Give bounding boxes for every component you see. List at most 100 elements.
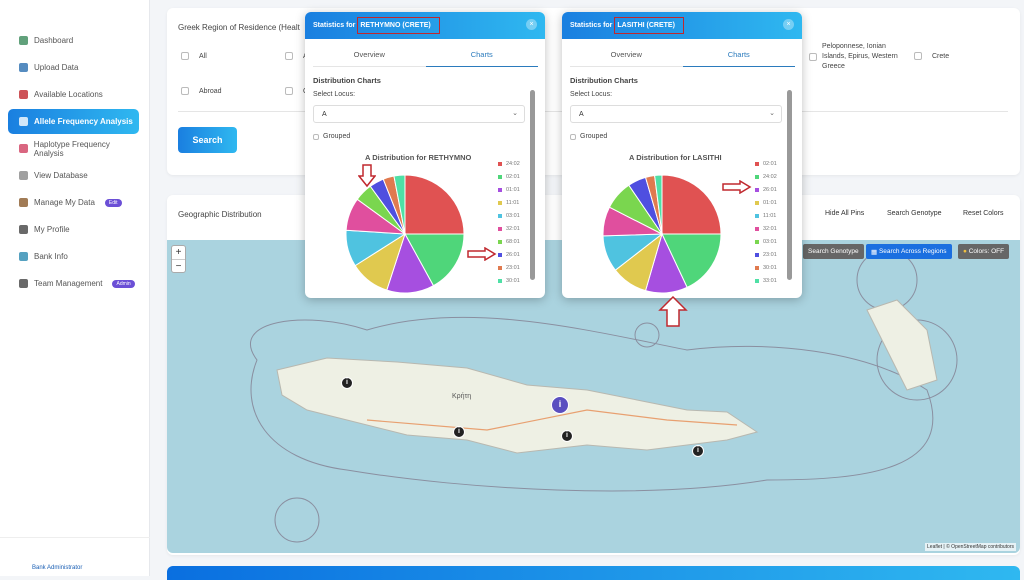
legend-item[interactable]: 03:01 <box>498 209 520 222</box>
tab-charts[interactable]: Charts <box>425 50 538 67</box>
sidebar-item-view-database[interactable]: View Database <box>8 163 139 188</box>
section-title: Distribution Charts <box>570 76 638 85</box>
grouped-checkbox[interactable]: Grouped <box>313 133 350 140</box>
sidebar-item-bank-info[interactable]: Bank Info <box>8 244 139 269</box>
search-genotype-link[interactable]: Search Genotype <box>887 210 942 217</box>
reset-colors-button[interactable]: Reset Colors <box>963 210 1004 217</box>
legend-swatch <box>755 226 759 231</box>
pie-slice-02:01[interactable] <box>661 174 722 235</box>
checkbox-all[interactable]: All <box>181 52 207 60</box>
locus-select[interactable]: A ⌄ <box>313 105 525 123</box>
sidebar-item-manage-my-data[interactable]: Manage My Data Edit <box>8 190 139 215</box>
checkbox-abroad[interactable]: Abroad <box>181 87 222 95</box>
sidebar-item-team-management[interactable]: Team Management Admin <box>8 271 139 296</box>
zoom-control: + − <box>171 245 186 273</box>
legend-swatch <box>498 187 502 192</box>
legend-item[interactable]: 26:01 <box>498 248 520 261</box>
popup-region: RETHYMNO (CRETE) <box>357 17 440 34</box>
legend-item[interactable]: 01:01 <box>755 196 777 209</box>
pie-slice-24:02[interactable] <box>404 174 465 235</box>
legend-item[interactable]: 32:01 <box>498 222 520 235</box>
team-icon <box>19 279 28 288</box>
sidebar-item-my-profile[interactable]: My Profile <box>8 217 139 242</box>
pie-slice-24:02[interactable] <box>661 233 722 289</box>
scrollbar[interactable] <box>787 90 792 280</box>
map-pin[interactable]: i <box>561 430 573 442</box>
legend-item[interactable]: 01:01 <box>498 183 520 196</box>
legend-item[interactable]: 68:01 <box>498 235 520 248</box>
legend-item[interactable]: 30:01 <box>498 274 520 287</box>
legend-swatch <box>498 226 502 231</box>
tab-overview[interactable]: Overview <box>313 50 426 67</box>
map-pin[interactable]: i <box>692 445 704 457</box>
chart-title: A Distribution for LASITHI <box>629 153 722 162</box>
map-pin[interactable]: i <box>453 426 465 438</box>
sidebar-item-available-locations[interactable]: Available Locations <box>8 82 139 107</box>
scrollbar[interactable] <box>530 90 535 280</box>
search-button[interactable]: Search <box>178 127 237 153</box>
legend-item[interactable]: 26:01 <box>755 183 777 196</box>
grouped-checkbox[interactable]: Grouped <box>570 133 607 140</box>
checkbox-peloponnese[interactable]: Peloponnese, Ionian Islands, Epirus, Wes… <box>809 42 904 72</box>
statistics-popup: Statistics for LASITHI (CRETE) × Overvie… <box>562 12 802 298</box>
locus-label: Select Locus: <box>313 91 356 98</box>
legend-swatch <box>498 161 502 166</box>
sidebar-item-allele-frequency-analysis[interactable]: Allele Frequency Analysis <box>8 109 139 134</box>
map-search-genotype-button[interactable]: Search Genotype <box>803 244 864 259</box>
legend-item[interactable]: 02:01 <box>755 157 777 170</box>
pie-chart <box>602 174 722 294</box>
palette-icon: ● <box>963 248 969 255</box>
legend-item[interactable]: 30:01 <box>755 261 777 274</box>
tab-charts[interactable]: Charts <box>682 50 795 67</box>
legend-item[interactable]: 23:01 <box>755 248 777 261</box>
tab-overview[interactable]: Overview <box>570 50 683 67</box>
chart-legend: 24:02 02:01 01:01 11:01 03:01 32:01 68:01 26:01… <box>498 157 520 287</box>
legend-item[interactable]: 32:01 <box>755 222 777 235</box>
sidebar-item-upload-data[interactable]: Upload Data <box>8 55 139 80</box>
pie-slice-30:01[interactable] <box>393 174 406 235</box>
sidebar: Bank Administrator Dashboard Upload Data A… <box>0 0 150 576</box>
legend-swatch <box>755 252 759 257</box>
legend-item[interactable]: 23:01 <box>498 261 520 274</box>
sidebar-item-label: View Database <box>34 171 88 180</box>
zoom-in-button[interactable]: + <box>172 246 185 260</box>
search-across-regions-button[interactable]: ▦ Search Across Regions <box>866 244 952 259</box>
colors-toggle-button[interactable]: ● Colors: OFF <box>958 244 1010 259</box>
pie-slice-02:01[interactable] <box>404 233 465 287</box>
search-icon: ▦ <box>871 248 879 256</box>
zoom-out-button[interactable]: − <box>175 261 182 272</box>
sidebar-item-label: Allele Frequency Analysis <box>34 117 133 126</box>
legend-item[interactable]: 02:01 <box>498 170 520 183</box>
bank-icon <box>19 252 28 261</box>
legend-swatch <box>755 239 759 244</box>
map-attribution[interactable]: Leaflet | © OpenStreetMap contributors <box>925 543 1016 551</box>
locus-select[interactable]: A ⌄ <box>570 105 782 123</box>
legend-item[interactable]: 33:01 <box>755 274 777 287</box>
legend-swatch <box>755 278 759 283</box>
popup-header: Statistics for RETHYMNO (CRETE) <box>305 12 545 39</box>
legend-item[interactable]: 24:02 <box>498 157 520 170</box>
sidebar-item-dashboard[interactable]: Dashboard <box>8 28 139 53</box>
sidebar-item-label: Bank Info <box>34 252 68 261</box>
legend-item[interactable]: 03:01 <box>755 235 777 248</box>
filter-title: Greek Region of Residence (Healt <box>178 23 300 32</box>
legend-item[interactable]: 24:02 <box>755 170 777 183</box>
locus-label: Select Locus: <box>570 91 613 98</box>
legend-swatch <box>498 200 502 205</box>
checkbox-crete[interactable]: Crete <box>914 52 949 60</box>
sidebar-item-haplotype-frequency-analysis[interactable]: Haplotype Frequency Analysis <box>8 136 139 161</box>
legend-item[interactable]: 11:01 <box>498 196 520 209</box>
map-pin-selected[interactable]: i <box>551 396 569 414</box>
map-pin[interactable]: i <box>341 377 353 389</box>
legend-item[interactable]: 11:01 <box>755 209 777 222</box>
pie-chart <box>345 174 465 294</box>
sidebar-item-label: Haplotype Frequency Analysis <box>33 139 110 158</box>
close-button[interactable]: × <box>783 19 794 30</box>
legend-swatch <box>498 213 502 218</box>
sidebar-badge: Edit <box>104 198 122 207</box>
hide-pins-button[interactable]: Hide All Pins <box>825 210 865 217</box>
close-button[interactable]: × <box>526 19 537 30</box>
chevron-down-icon: ⌄ <box>512 110 518 117</box>
chevron-down-icon: ⌄ <box>769 110 775 117</box>
pie-slice-33:01[interactable] <box>654 174 663 235</box>
